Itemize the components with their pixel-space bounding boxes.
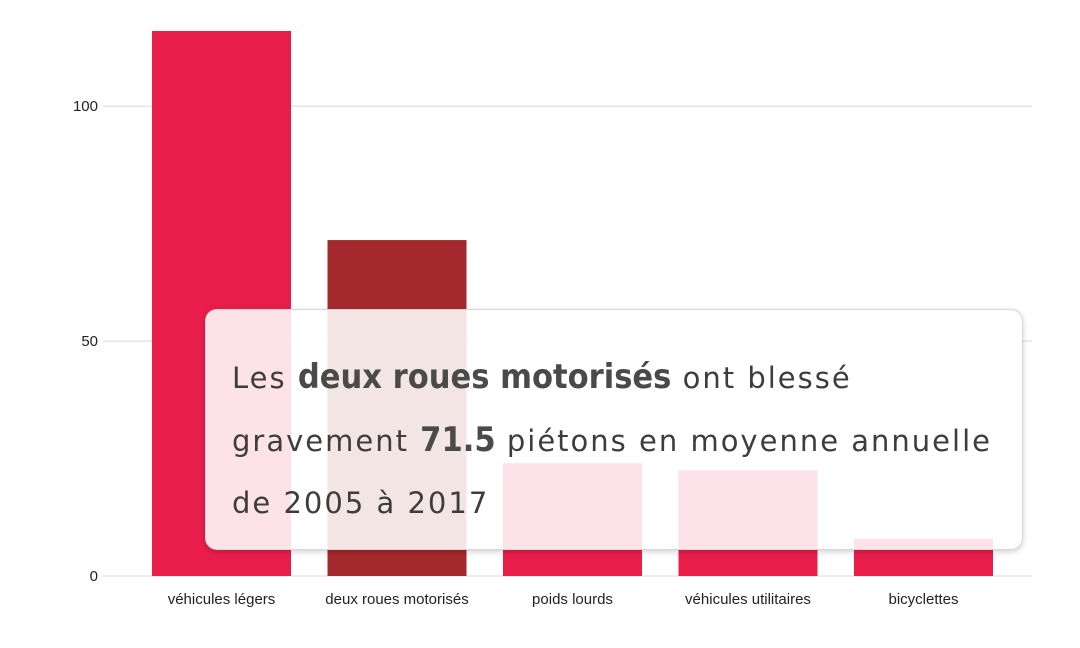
y-tick-label: 50 (81, 333, 98, 350)
y-tick-label: 0 (90, 568, 98, 585)
annotation-category-highlight: deux roues motorisés (297, 357, 672, 397)
annotation-value-highlight: 71.5 (420, 420, 496, 460)
annotation-box: Les deux roues motorisés ont blessé grav… (205, 309, 1023, 550)
axes: 0 50 100 véhicules légers deux roues motoris… (73, 98, 959, 608)
x-tick-label: véhicules utilitaires (685, 591, 811, 608)
annotation-text: Les deux roues motorisés ont blessé grav… (232, 346, 996, 534)
annotation-part1: Les (232, 361, 298, 395)
x-tick-label: véhicules légers (168, 591, 276, 608)
annotation-part2: ont blessé gravement (232, 361, 852, 458)
annotation-part3: piétons en moyenne annuelle de 2005 à 20… (232, 424, 992, 520)
x-tick-label: bicyclettes (888, 591, 958, 608)
y-tick-label: 100 (73, 98, 98, 115)
x-tick-label: deux roues motorisés (325, 591, 468, 608)
x-tick-label: poids lourds (532, 591, 613, 608)
